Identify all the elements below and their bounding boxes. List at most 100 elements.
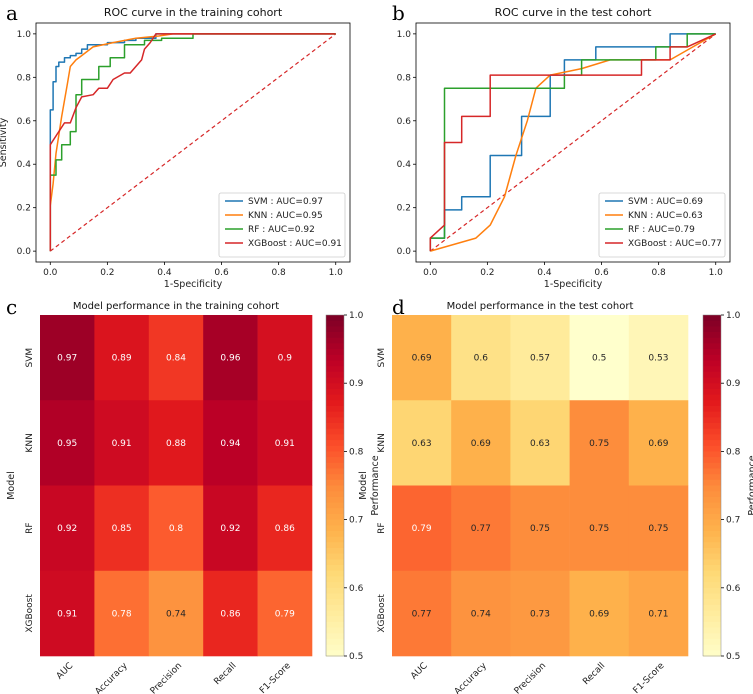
colorbar-segment: [326, 530, 344, 538]
column-label: F1-Score: [258, 661, 293, 694]
colorbar-segment: [703, 451, 721, 458]
heatmap-cell: [94, 485, 150, 572]
colorbar-segment: [326, 462, 344, 470]
panel-letter-c: c: [6, 295, 17, 319]
legend-label-rf: RF : AUC=0.79: [628, 225, 695, 235]
row-label: XGBoost: [377, 594, 387, 633]
column-label: F1-Score: [632, 661, 667, 694]
heatmap-cell: [203, 485, 258, 572]
row-label: SVM: [377, 348, 387, 368]
heatmap-cell: [510, 400, 570, 486]
colorbar-segment: [326, 587, 344, 595]
colorbar-tick-label: 0.9: [349, 379, 364, 389]
x-tick-label: 1.0: [709, 268, 724, 278]
colorbar-segment: [326, 394, 344, 401]
colorbar-segment: [703, 405, 721, 413]
y-axis-label: Sensitivity: [0, 117, 9, 167]
heatmap-cell: [257, 485, 313, 572]
heatmap-cell-value: 0.79: [275, 609, 295, 619]
colorbar-segment: [326, 565, 344, 572]
heatmap-cell-value: 0.78: [112, 609, 132, 619]
heatmap-cell: [510, 485, 570, 572]
colorbar-segment: [326, 644, 344, 651]
colorbar-segment: [326, 388, 344, 396]
roc-line-xgboost: [49, 33, 336, 252]
heatmap-cell-value: 0.71: [648, 609, 668, 619]
heatmap-cell-value: 0.69: [648, 439, 668, 449]
heatmap-cell: [257, 400, 313, 486]
legend-box: [598, 192, 726, 258]
colorbar-segment: [703, 326, 721, 333]
colorbar-segment: [326, 457, 344, 464]
x-axis-label: 1-Specificity: [164, 279, 223, 290]
colorbar-tick-label: 0.9: [726, 379, 741, 389]
colorbar-segment: [703, 320, 721, 327]
row-label: RF: [25, 522, 35, 533]
legend-box: [218, 192, 346, 258]
colorbar-label: Performance: [370, 455, 381, 515]
y-tick-label: 1.0: [397, 30, 412, 40]
roc-line-xgboost: [429, 33, 717, 252]
heatmap-cell: [148, 315, 204, 401]
column-label: Accuracy: [94, 661, 131, 694]
panel-letter-d: d: [392, 295, 405, 319]
chart-title: ROC curve in the training cohort: [104, 6, 283, 19]
colorbar-tick-label: 0.6: [726, 584, 741, 594]
heatmap-cell-value: 0.91: [57, 609, 77, 619]
colorbar-segment: [703, 440, 721, 447]
heatmap-cell-value: 0.91: [275, 439, 295, 449]
heatmap-cell-value: 0.89: [112, 354, 132, 364]
colorbar-segment: [703, 553, 721, 560]
colorbar-segment: [326, 417, 344, 424]
legend-label-svm: SVM : AUC=0.69: [628, 197, 703, 207]
reference-diagonal-line: [49, 33, 337, 252]
colorbar-segment: [703, 565, 721, 572]
column-label: Recall: [581, 661, 607, 687]
heatmap-cell: [257, 315, 313, 401]
colorbar-segment: [326, 474, 344, 481]
colorbar-tick-label: 1.0: [726, 311, 741, 321]
colorbar-segment: [326, 354, 344, 362]
row-label: RF: [377, 522, 387, 533]
colorbar-segment: [703, 616, 721, 623]
heatmap-cell: [628, 315, 689, 401]
heatmap-cell-value: 0.95: [57, 439, 77, 449]
colorbar-segment: [326, 491, 344, 498]
heatmap-cell: [569, 570, 630, 657]
colorbar-segment: [703, 383, 721, 390]
colorbar-segment: [703, 604, 721, 612]
colorbar-segment: [703, 576, 721, 583]
colorbar-segment: [703, 468, 721, 475]
roc-line-knn: [49, 33, 336, 252]
colorbar-segment: [703, 633, 721, 640]
heatmap-cell: [451, 400, 511, 486]
colorbar-segment: [326, 428, 344, 435]
colorbar-segment: [326, 621, 344, 629]
x-tick-label: 0.0: [43, 268, 58, 278]
colorbar-segment: [326, 570, 344, 578]
heatmap-cell-value: 0.84: [166, 354, 186, 364]
colorbar-segment: [703, 428, 721, 435]
colorbar-segment: [326, 343, 344, 350]
heatmap-cell: [94, 400, 150, 486]
colorbar-segment: [326, 559, 344, 566]
heatmap-cell-value: 0.9: [278, 354, 293, 364]
y-tick-label: 0.2: [17, 204, 31, 214]
colorbar-segment: [703, 599, 721, 606]
x-axis-label: 1-Specificity: [544, 279, 603, 290]
colorbar-segment: [326, 485, 344, 492]
colorbar-segment: [703, 474, 721, 481]
heatmap-test: Model performance in the test cohort 0.69…: [358, 301, 753, 694]
legend-label-svm: SVM : AUC=0.97: [248, 197, 323, 207]
y-tick-label: 0.0: [17, 247, 32, 257]
heatmap-cell: [148, 400, 204, 486]
colorbar-segment: [703, 491, 721, 498]
column-label: Recall: [212, 661, 238, 687]
heatmap-cell-value: 0.88: [166, 439, 186, 449]
y-tick-label: 0.8: [17, 73, 32, 83]
heatmap-cell: [628, 400, 689, 486]
colorbar-segment: [326, 542, 344, 549]
heatmap-cell-value: 0.92: [57, 524, 77, 534]
heatmap-cell: [148, 570, 204, 657]
x-tick-label: 0.4: [157, 268, 172, 278]
